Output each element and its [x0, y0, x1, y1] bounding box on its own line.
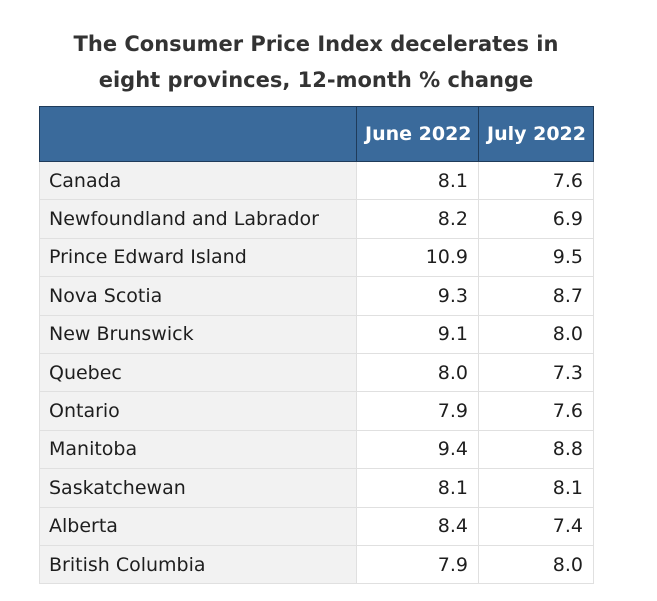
- value-june-2022: 7.9: [356, 544, 479, 585]
- table-body: Canada 8.1 7.6 Newfoundland and Labrador 8.2…: [39, 160, 594, 585]
- table-row: New Brunswick 9.1 8.0: [39, 314, 594, 354]
- row-label: Saskatchewan: [39, 468, 357, 508]
- value-june-2022: 7.9: [356, 391, 479, 431]
- table-row: Alberta 8.4 7.4: [39, 506, 594, 546]
- value-june-2022: 9.1: [356, 314, 479, 354]
- value-july-2022: 9.5: [478, 237, 594, 278]
- cpi-table: June 2022 July 2022 Canada 8.1 7.6 Newfound…: [39, 106, 594, 585]
- table-row: Manitoba 9.4 8.8: [39, 429, 594, 470]
- row-label: Alberta: [39, 506, 357, 546]
- value-june-2022: 8.4: [356, 506, 479, 546]
- row-label: Manitoba: [39, 429, 357, 470]
- header-row: June 2022 July 2022: [39, 106, 594, 162]
- chart-title: The Consumer Price Index decelerates in …: [73, 32, 559, 92]
- value-july-2022: 8.1: [478, 468, 594, 508]
- value-july-2022: 8.0: [478, 544, 594, 585]
- table-row: Saskatchewan 8.1 8.1: [39, 468, 594, 508]
- value-july-2022: 8.8: [478, 429, 594, 470]
- row-label: Ontario: [39, 391, 357, 431]
- value-june-2022: 9.4: [356, 429, 479, 470]
- value-july-2022: 8.0: [478, 314, 594, 354]
- row-label: Nova Scotia: [39, 276, 357, 316]
- value-june-2022: 8.2: [356, 199, 479, 239]
- value-june-2022: 10.9: [356, 237, 479, 278]
- table-row: Prince Edward Island 10.9 9.5: [39, 237, 594, 278]
- row-label: Canada: [39, 160, 357, 201]
- value-june-2022: 9.3: [356, 276, 479, 316]
- row-label: Prince Edward Island: [39, 237, 357, 278]
- table-row: Canada 8.1 7.6: [39, 160, 594, 201]
- column-header-region: [39, 106, 357, 162]
- value-july-2022: 7.6: [478, 160, 594, 201]
- value-june-2022: 8.1: [356, 468, 479, 508]
- table-row: Quebec 8.0 7.3: [39, 352, 594, 393]
- value-july-2022: 6.9: [478, 199, 594, 239]
- table-row: Nova Scotia 9.3 8.7: [39, 276, 594, 316]
- value-july-2022: 7.4: [478, 506, 594, 546]
- value-july-2022: 8.7: [478, 276, 594, 316]
- row-label: New Brunswick: [39, 314, 357, 354]
- value-june-2022: 8.0: [356, 352, 479, 393]
- table-row: Newfoundland and Labrador 8.2 6.9: [39, 199, 594, 239]
- value-july-2022: 7.3: [478, 352, 594, 393]
- value-july-2022: 7.6: [478, 391, 594, 431]
- column-header-june-2022: June 2022: [356, 106, 479, 162]
- column-header-july-2022: July 2022: [478, 106, 594, 162]
- table-row: British Columbia 7.9 8.0: [39, 544, 594, 585]
- row-label: Newfoundland and Labrador: [39, 199, 357, 239]
- value-june-2022: 8.1: [356, 160, 479, 201]
- table-row: Ontario 7.9 7.6: [39, 391, 594, 431]
- row-label: Quebec: [39, 352, 357, 393]
- row-label: British Columbia: [39, 544, 357, 585]
